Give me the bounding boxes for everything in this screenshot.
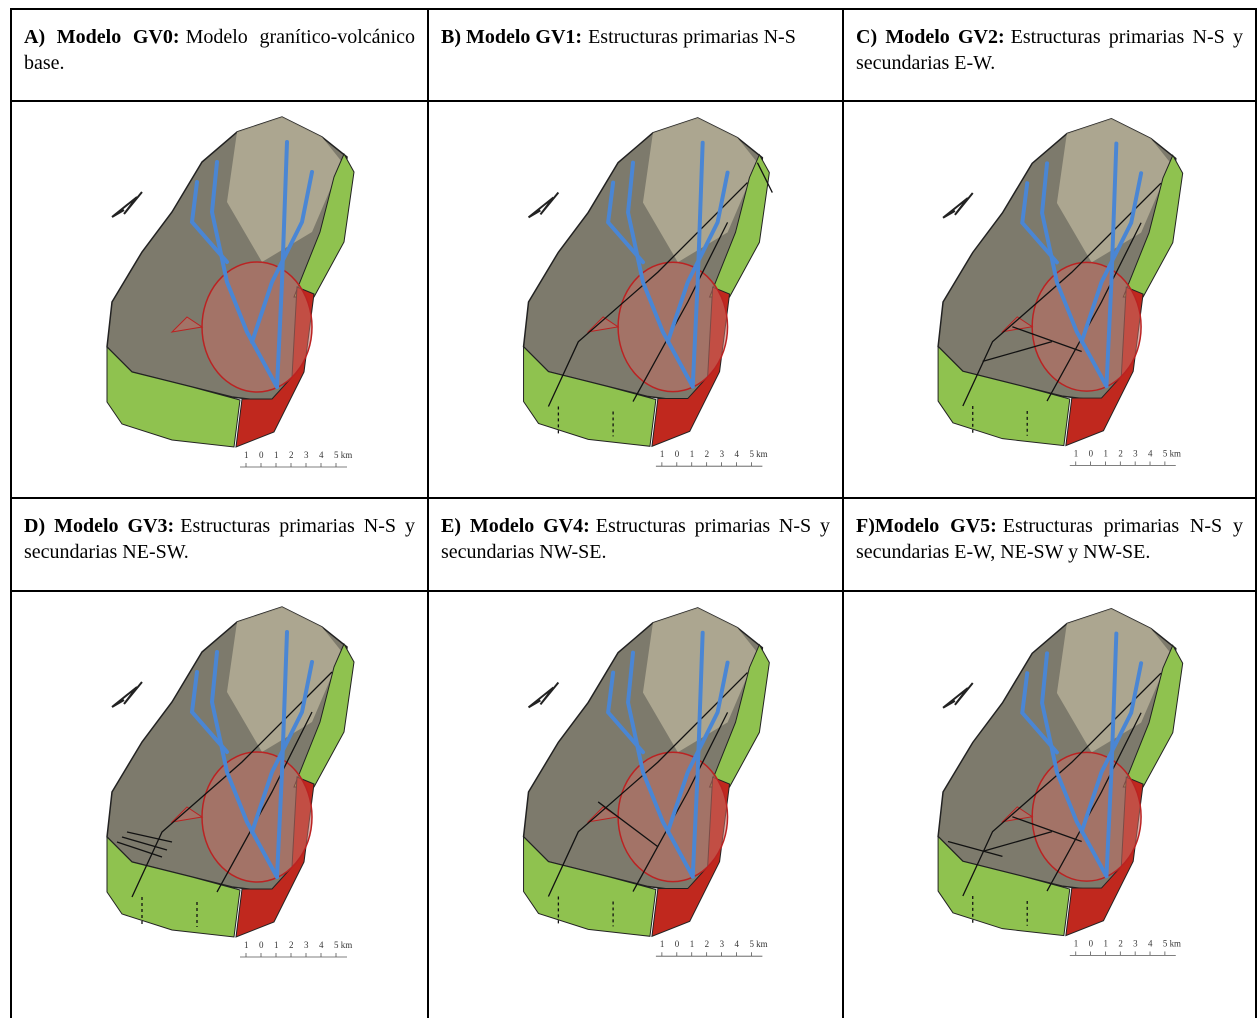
scale-label: 0 bbox=[675, 449, 680, 459]
scale-label: 1 bbox=[660, 939, 664, 949]
scale-label: 4 bbox=[319, 940, 324, 950]
panel-label: F)Modelo GV5: bbox=[856, 515, 997, 537]
scale-label: 0 bbox=[1089, 938, 1094, 948]
scale-label: 1 bbox=[690, 449, 694, 459]
panel-header: B) Modelo GV1: Estructuras primarias N-S bbox=[427, 8, 842, 100]
scale-label: 3 bbox=[720, 449, 725, 459]
scale-label: 2 bbox=[289, 940, 294, 950]
panel-text: Estructuras primarias N-S bbox=[588, 26, 796, 48]
scale-label: 0 bbox=[259, 450, 264, 460]
scale-label: 5 km bbox=[1163, 938, 1181, 948]
scale-label: 5 km bbox=[1163, 448, 1181, 458]
panel-label: D) Modelo GV3: bbox=[24, 515, 174, 537]
panel-image: 1012345 km bbox=[10, 590, 427, 1018]
scale-label: 1 bbox=[244, 450, 249, 460]
panel-header: F)Modelo GV5:Estructuras primarias N-S y… bbox=[842, 497, 1257, 590]
scale-label: 4 bbox=[1148, 938, 1153, 948]
scale-label: 4 bbox=[319, 450, 324, 460]
scale-label: 2 bbox=[1118, 448, 1122, 458]
north-arrow bbox=[529, 683, 559, 708]
scale-label: 5 km bbox=[749, 449, 767, 459]
scale-label: 3 bbox=[304, 940, 309, 950]
scale-label: 5 km bbox=[334, 940, 352, 950]
scale-label: 3 bbox=[720, 939, 725, 949]
scale-label: 0 bbox=[1089, 448, 1094, 458]
scale-label: 1 bbox=[1074, 938, 1078, 948]
panel-header: E) Modelo GV4:Estructuras primarias N-S … bbox=[427, 497, 842, 590]
north-arrow bbox=[943, 683, 973, 708]
scale-label: 4 bbox=[735, 939, 740, 949]
north-arrow bbox=[112, 192, 142, 217]
map: 1012345 km bbox=[844, 592, 1255, 992]
scale-label: 4 bbox=[735, 449, 740, 459]
north-arrow bbox=[943, 193, 973, 218]
scale-label: 5 km bbox=[749, 939, 767, 949]
scale-label: 1 bbox=[1103, 448, 1107, 458]
north-arrow bbox=[529, 193, 559, 218]
scale-label: 3 bbox=[1133, 448, 1138, 458]
scale-label: 0 bbox=[259, 940, 264, 950]
scale-label: 1 bbox=[244, 940, 249, 950]
figure-table: A) Modelo GV0:Modelo granítico-volcánico… bbox=[0, 0, 1257, 1013]
scale-label: 2 bbox=[705, 939, 709, 949]
panel-label: B) Modelo GV1: bbox=[441, 26, 582, 48]
scale-label: 5 km bbox=[334, 450, 352, 460]
scale-label: 1 bbox=[274, 450, 279, 460]
panel-header: D) Modelo GV3:Estructuras primarias N-S … bbox=[10, 497, 427, 590]
scale-label: 1 bbox=[1103, 938, 1107, 948]
map: 1012345 km bbox=[12, 102, 427, 502]
scale-label: 1 bbox=[274, 940, 279, 950]
scale-label: 3 bbox=[1133, 938, 1138, 948]
panel-label: E) Modelo GV4: bbox=[441, 515, 590, 537]
scale-label: 2 bbox=[705, 449, 709, 459]
scale-label: 3 bbox=[304, 450, 309, 460]
scale-label: 2 bbox=[1118, 938, 1122, 948]
panel-header: C) Modelo GV2:Estructuras primarias N-S … bbox=[842, 8, 1257, 100]
panel-label: A) Modelo GV0: bbox=[24, 26, 180, 48]
north-arrow bbox=[112, 682, 142, 707]
panel-header: A) Modelo GV0:Modelo granítico-volcánico… bbox=[10, 8, 427, 100]
scale-label: 1 bbox=[1074, 448, 1078, 458]
scale-label: 4 bbox=[1148, 448, 1153, 458]
panel-label: C) Modelo GV2: bbox=[856, 26, 1005, 48]
panel-image: 1012345 km bbox=[842, 100, 1257, 497]
scale-label: 1 bbox=[690, 939, 694, 949]
scale-label: 2 bbox=[289, 450, 294, 460]
scale-label: 0 bbox=[675, 939, 680, 949]
scale-label: 1 bbox=[660, 449, 664, 459]
